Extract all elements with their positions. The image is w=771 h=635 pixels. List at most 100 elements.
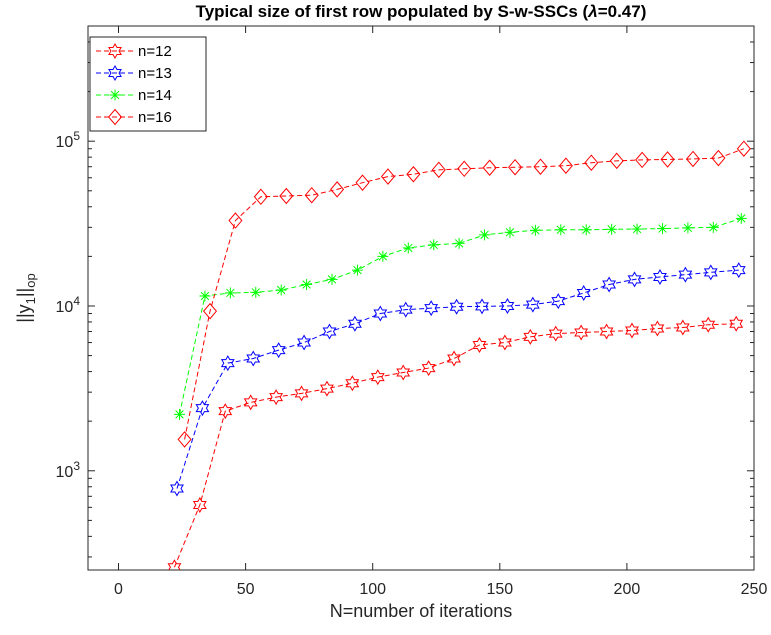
data-point [449,298,464,315]
data-point [635,151,650,169]
axes-box [87,25,755,571]
data-point [497,334,512,351]
data-point-stroke [200,291,210,301]
data-point [682,222,694,234]
legend-label: n=14 [138,87,172,104]
x-tick-label: 250 [741,581,768,598]
data-point [555,224,567,236]
data-point [380,168,395,185]
data-point [108,64,122,82]
data-point-stroke [327,275,337,284]
series-line [176,269,739,489]
data-point-stroke [581,225,591,235]
data-point-stroke [480,230,489,240]
data-point [500,297,515,314]
data-point [279,187,294,205]
data-point [304,186,319,204]
data-point [558,157,573,174]
x-tick-label: 200 [614,581,641,598]
data-point-stroke [302,280,311,289]
data-point [398,301,413,318]
series-n=12 [167,315,744,570]
data-point [548,325,563,342]
data-point [711,149,726,167]
data-point [253,188,268,206]
data-point [731,262,746,279]
data-point [406,165,421,183]
data-point [330,181,345,198]
data-point [736,140,751,158]
data-point-stroke [683,223,693,233]
y-tick-label: 103 [56,459,81,481]
data-point [167,559,182,570]
data-point [199,290,211,302]
data-point-stroke [175,410,184,419]
series-line [173,323,737,568]
data-point [177,431,192,448]
data-point [523,328,538,345]
x-tick-label: 50 [237,581,255,598]
data-point [246,350,261,367]
data-point [347,315,362,332]
data-point [653,268,667,285]
data-point [602,276,617,293]
data-point [174,408,186,420]
y-tick-label: 105 [56,129,81,151]
data-point [625,322,639,339]
data-point [431,161,446,179]
data-point [525,296,540,313]
data-point-stroke [251,288,261,297]
data-point [195,400,210,417]
data-point [703,264,718,281]
data-point [243,394,258,411]
data-point [373,305,388,322]
series-n=14 [174,212,747,420]
x-tick-label: 100 [359,581,386,598]
data-point [250,286,262,298]
data-point [599,323,614,340]
data-point [457,160,472,178]
data-point-stroke [658,224,667,233]
data-point [320,380,334,397]
data-point [606,223,618,235]
data-point [609,152,624,170]
x-axis-label: N=number of iterations [330,601,513,621]
data-point [228,212,243,229]
data-point-stroke [226,288,235,298]
data-point [202,302,218,320]
data-point-stroke [737,214,746,223]
data-point-stroke [607,225,616,234]
data-point [275,284,287,296]
data-point [345,375,360,392]
chart-title: Typical size of first row populated by S… [196,2,647,21]
legend-label: n=13 [138,65,172,82]
data-point [297,334,311,351]
legend-label: n=16 [138,109,172,126]
data-point [479,229,491,241]
data-point-stroke [404,243,413,253]
data-point [631,223,643,235]
data-point [294,385,309,402]
data-point [729,315,744,332]
data-point [675,319,690,336]
data-point-stroke [110,90,120,100]
data-point [551,293,566,310]
data-point [472,336,487,353]
x-tick-label: 0 [114,581,123,598]
series-n=16 [177,140,751,448]
data-point [377,250,389,262]
data-point [660,151,675,168]
data-point [107,108,123,126]
data-point-stroke [556,225,566,235]
data-point [627,271,642,288]
data-point-stroke [429,240,438,250]
data-point [218,403,233,420]
legend: n=12 n=13 n=14 n=16 [89,36,207,132]
data-point [108,42,122,60]
data-point-stroke [353,265,362,275]
data-point [707,221,719,233]
y-tick-label: 104 [56,294,81,316]
data-point-stroke [531,226,540,235]
data-point [453,237,465,249]
